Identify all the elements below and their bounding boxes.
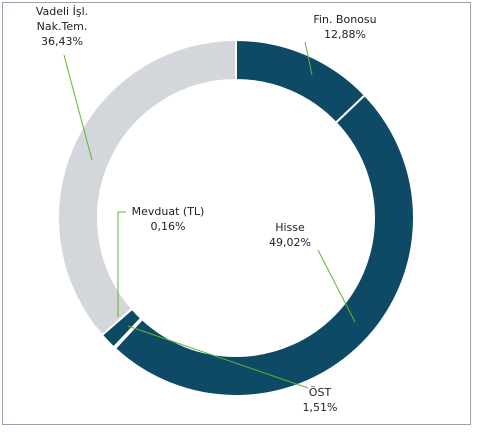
value-label: 1,51% bbox=[302, 401, 338, 414]
slice bbox=[57, 38, 237, 337]
slice bbox=[235, 38, 367, 125]
category-label: Fin. Bonosu bbox=[313, 13, 377, 26]
leader-line bbox=[317, 249, 356, 323]
value-label: 49,02% bbox=[269, 236, 311, 249]
slice-label: ÖST 1,51% bbox=[303, 385, 338, 415]
slice-label: Mevduat (TL) 0,16% bbox=[132, 204, 205, 234]
value-label: 0,16% bbox=[150, 220, 186, 233]
leader-line bbox=[304, 41, 313, 76]
slice-label: Vadeli İşl. Nak.Tem. 36,43% bbox=[22, 4, 102, 49]
category-label: Vadeli İşl. Nak.Tem. bbox=[35, 5, 89, 33]
leader-line bbox=[117, 211, 126, 317]
leader-line bbox=[63, 54, 93, 161]
category-label: ÖST bbox=[308, 386, 332, 399]
slice-label: Fin. Bonosu 12,88% bbox=[313, 12, 376, 42]
frame bbox=[2, 2, 471, 425]
category-label: Mevduat (TL) bbox=[131, 205, 205, 218]
value-label: 12,88% bbox=[324, 28, 366, 41]
slice bbox=[113, 93, 415, 397]
leader-line bbox=[127, 325, 309, 389]
slice-label: Hisse 49,02% bbox=[269, 220, 311, 250]
category-label: Hisse bbox=[275, 221, 305, 234]
value-label: 36,43% bbox=[41, 35, 83, 48]
